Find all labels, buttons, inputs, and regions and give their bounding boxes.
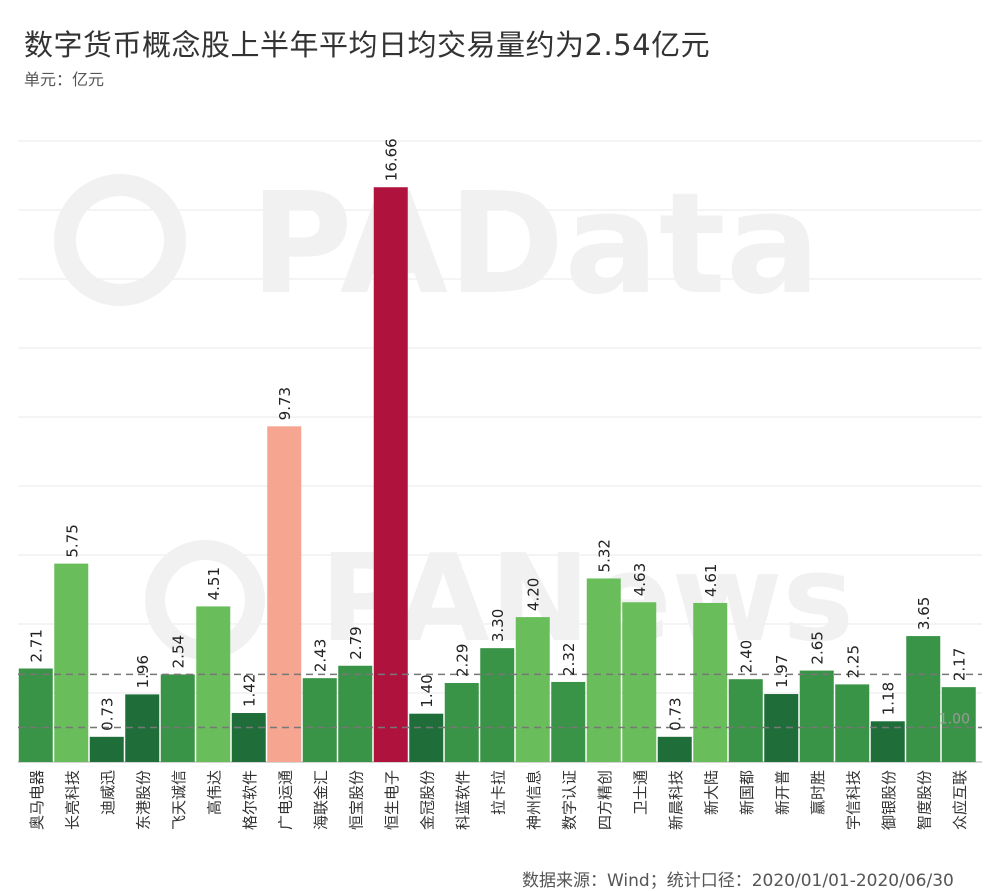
value-labels: 2.71 5.75 0.73 1.96 2.54 4.51 1.42 9.73 2.43 2.79… bbox=[28, 138, 969, 731]
bar-17 bbox=[586, 578, 621, 762]
bar-9 bbox=[302, 678, 337, 762]
bar-22 bbox=[764, 694, 799, 762]
value-label: 1.96 bbox=[134, 655, 152, 688]
value-label: 2.17 bbox=[951, 648, 969, 681]
value-label: 3.65 bbox=[915, 597, 933, 630]
bar-21 bbox=[728, 679, 763, 762]
value-label: 4.63 bbox=[631, 563, 649, 596]
bar-27 bbox=[941, 687, 976, 762]
category-label: 赢时胜 bbox=[809, 770, 827, 815]
unit-label: 单元：亿元 bbox=[24, 70, 105, 89]
category-label: 格尔软件 bbox=[241, 770, 259, 830]
value-label: 2.54 bbox=[170, 635, 188, 668]
watermark-logo-circle bbox=[54, 174, 186, 306]
value-label: 4.51 bbox=[205, 567, 223, 600]
bar-8 bbox=[267, 426, 302, 762]
value-label: 9.73 bbox=[276, 387, 294, 420]
bar-6 bbox=[196, 606, 231, 762]
category-label: 众应互联 bbox=[951, 770, 969, 830]
value-label: 2.65 bbox=[809, 631, 827, 664]
value-label: 4.20 bbox=[525, 578, 543, 611]
bar-1 bbox=[18, 668, 53, 762]
category-label: 卫士通 bbox=[631, 770, 649, 815]
category-label: 长亮科技 bbox=[63, 770, 81, 830]
data-source: 数据来源：Wind；统计口径：2020/01/01-2020/06/30 bbox=[522, 871, 954, 891]
bar-19 bbox=[657, 736, 692, 762]
value-label: 2.32 bbox=[560, 643, 578, 676]
bar-26 bbox=[906, 636, 941, 762]
category-label: 新国都 bbox=[738, 770, 756, 815]
bar-15 bbox=[515, 617, 550, 762]
value-label: 16.66 bbox=[383, 138, 401, 181]
value-label: 0.73 bbox=[667, 697, 685, 730]
bar-20 bbox=[693, 602, 728, 762]
category-label: 新开普 bbox=[773, 770, 791, 815]
category-label: 数字认证 bbox=[560, 770, 578, 830]
bars bbox=[18, 187, 976, 763]
bar-2 bbox=[54, 563, 89, 762]
reference-line-label: 1.00 bbox=[939, 712, 970, 728]
value-label: 5.32 bbox=[596, 539, 614, 572]
category-label: 海联金汇 bbox=[312, 770, 330, 830]
category-label: 迪威迅 bbox=[99, 770, 117, 815]
value-label: 0.73 bbox=[99, 697, 117, 730]
category-label: 科蓝软件 bbox=[454, 770, 472, 830]
bar-12 bbox=[409, 713, 444, 762]
value-label: 2.29 bbox=[454, 644, 472, 677]
value-label: 1.18 bbox=[880, 682, 898, 715]
bar-18 bbox=[622, 602, 657, 762]
bar-23 bbox=[799, 670, 834, 762]
bar-10 bbox=[338, 665, 373, 762]
bar-13 bbox=[444, 682, 479, 762]
bar-14 bbox=[480, 648, 515, 762]
value-label: 2.71 bbox=[28, 629, 46, 662]
category-label: 广电运通 bbox=[276, 770, 294, 830]
category-label: 新晨科技 bbox=[667, 770, 685, 830]
bar-5 bbox=[160, 674, 195, 762]
watermark-padata: PAData bbox=[250, 163, 820, 326]
category-label: 飞天诚信 bbox=[170, 770, 188, 830]
bar-3 bbox=[89, 736, 124, 762]
value-label: 2.43 bbox=[312, 639, 330, 672]
value-label: 1.42 bbox=[241, 674, 259, 707]
category-label: 神州信息 bbox=[525, 770, 543, 830]
category-label: 东港股份 bbox=[134, 770, 152, 830]
reference-lines: 1.00 bbox=[18, 673, 982, 729]
value-label: 1.97 bbox=[773, 655, 791, 688]
bar-11 bbox=[373, 187, 408, 763]
bar-16 bbox=[551, 681, 586, 762]
bar-7 bbox=[231, 713, 266, 762]
category-labels: 奥马电器 长亮科技 迪威迅 东港股份 飞天诚信 高伟达 格尔软件 广电运通 海联金汇 恒宝股份 恒生… bbox=[28, 770, 969, 830]
category-label: 宇信科技 bbox=[844, 770, 862, 830]
category-label: 高伟达 bbox=[205, 770, 223, 815]
value-label: 2.79 bbox=[347, 626, 365, 659]
category-label: 拉卡拉 bbox=[489, 770, 507, 815]
value-label: 5.75 bbox=[63, 524, 81, 557]
category-label: 四方精创 bbox=[596, 770, 614, 830]
bar-24 bbox=[835, 684, 870, 762]
chart-title: 数字货币概念股上半年平均日均交易量约为2.54亿元 bbox=[24, 28, 711, 62]
category-label: 御银股份 bbox=[880, 770, 898, 830]
value-label: 2.25 bbox=[844, 645, 862, 678]
category-label: 恒生电子 bbox=[383, 770, 401, 830]
category-label: 金冠股份 bbox=[418, 770, 436, 830]
value-label: 4.61 bbox=[702, 564, 720, 597]
category-label: 恒宝股份 bbox=[347, 770, 365, 830]
value-label: 2.40 bbox=[738, 640, 756, 673]
category-label: 智度股份 bbox=[915, 770, 933, 830]
value-label: 1.40 bbox=[418, 674, 436, 707]
category-label: 奥马电器 bbox=[28, 770, 46, 830]
value-label: 3.30 bbox=[489, 609, 507, 642]
category-label: 新大陆 bbox=[702, 770, 720, 815]
